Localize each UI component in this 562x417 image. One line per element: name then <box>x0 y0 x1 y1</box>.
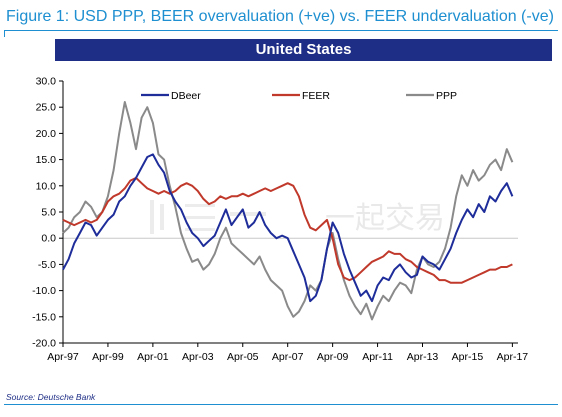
chart-axes: -20.0 -15.0 -10.0 -5.0 0.0 5.0 10.0 15.0 20.0 25.… <box>32 76 528 364</box>
y-tick-label: -5.0 <box>38 259 56 271</box>
title-divider <box>4 30 558 31</box>
figure-title: Figure 1: USD PPP, BEER overvaluation (+… <box>6 8 554 25</box>
x-tick-label: Apr-09 <box>317 351 349 363</box>
x-tick-label: Apr-97 <box>47 351 79 363</box>
watermark-bar <box>185 216 215 219</box>
x-tick-label: Apr-01 <box>137 351 169 363</box>
y-tick-label: 10.0 <box>36 180 57 192</box>
series-line-ppp <box>62 101 514 321</box>
watermark-bar <box>185 204 215 207</box>
y-tick-label: -15.0 <box>32 311 56 323</box>
y-tick-label: 30.0 <box>36 76 57 88</box>
y-tick-label: -10.0 <box>32 285 56 297</box>
chart-legend: DBeer FEER PPP <box>141 90 457 102</box>
watermark-bar <box>185 228 215 231</box>
watermark: 一起交易 <box>150 200 445 236</box>
x-tick-label: Apr-99 <box>92 351 124 363</box>
x-tick-label: Apr-11 <box>362 351 393 363</box>
x-tick-label: Apr-17 <box>497 351 529 363</box>
watermark-bar <box>230 212 266 216</box>
x-tick-label: Apr-13 <box>407 351 439 363</box>
title-frame-edge <box>4 30 5 37</box>
y-tick-label: 15.0 <box>36 154 57 166</box>
chart-title-band: United States <box>55 39 552 61</box>
chart-series <box>62 101 514 321</box>
y-tick-label: 5.0 <box>41 207 56 219</box>
x-tick-label: Apr-15 <box>452 351 484 363</box>
source-note: Source: Deutsche Bank <box>6 392 96 402</box>
legend-label-dbeer: DBeer <box>171 90 201 102</box>
x-tick-label: Apr-05 <box>227 351 259 363</box>
chart-title: United States <box>255 41 352 58</box>
series-line-dbeer <box>62 153 514 303</box>
watermark-bar <box>160 204 164 230</box>
x-tick-label: Apr-03 <box>182 351 214 363</box>
bottom-divider <box>4 404 558 405</box>
x-tick-label: Apr-07 <box>272 351 304 363</box>
watermark-text: 一起交易 <box>325 201 445 236</box>
y-tick-label: -20.0 <box>32 338 56 350</box>
y-tick-label: 0.0 <box>41 233 56 245</box>
series-line-feer <box>62 176 513 284</box>
watermark-bar <box>150 200 154 234</box>
legend-label-feer: FEER <box>302 90 330 102</box>
y-tick-label: 25.0 <box>36 102 57 114</box>
y-tick-label: 20.0 <box>36 128 57 140</box>
legend-label-ppp: PPP <box>436 90 457 102</box>
